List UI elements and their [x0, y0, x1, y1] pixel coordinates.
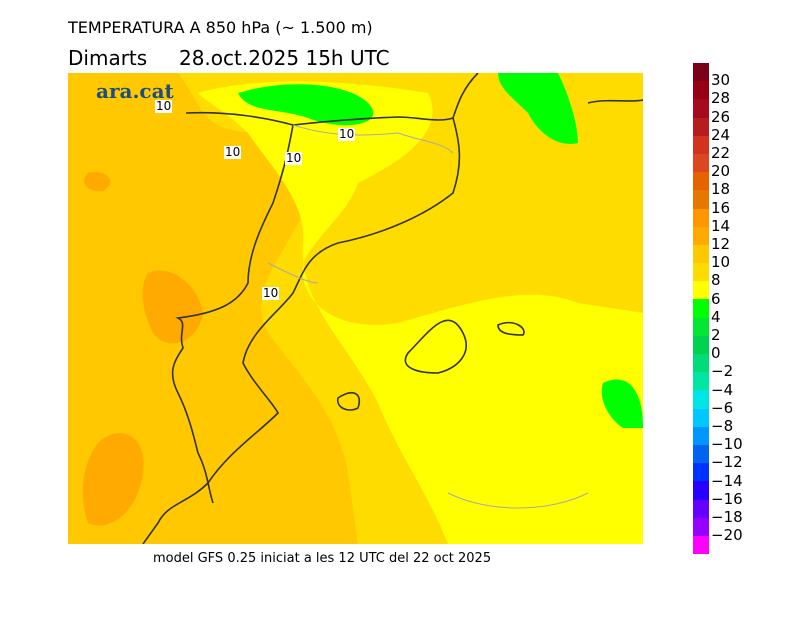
colorbar-swatch: [693, 372, 709, 391]
colorbar-swatch: [693, 190, 709, 209]
colorbar-label: 20: [711, 162, 731, 181]
colorbar-label: 28: [711, 89, 731, 108]
colorbar-label: −18: [711, 508, 743, 526]
colorbar-label: 14: [711, 216, 731, 235]
colorbar-swatch: [693, 244, 709, 264]
colorbar-label: −2: [711, 362, 734, 381]
contour-label: 10: [155, 99, 173, 113]
colorbar-swatch: [693, 390, 709, 409]
colorbar-swatch: [693, 263, 709, 282]
colorbar-swatch: [693, 535, 709, 555]
colorbar-swatch: [693, 499, 709, 518]
borders: [267, 124, 589, 509]
colorbar-swatch: [693, 444, 709, 464]
temp-zone-4-6: [601, 379, 643, 428]
temp-zone-12-14: [68, 73, 358, 544]
colorbar-swatch: [693, 281, 709, 300]
colorbar-swatch: [693, 135, 709, 154]
temp-zone-14-16: [82, 433, 144, 526]
forecast-day: Dimarts: [68, 46, 148, 70]
colorbar-label: −12: [711, 453, 743, 472]
colorbar-label: −8: [711, 417, 734, 435]
colorbar-label: 24: [711, 125, 731, 144]
temp-zone-14-16: [83, 172, 111, 192]
colorbar-label: 10: [711, 253, 731, 272]
colorbar-label: −20: [711, 526, 743, 545]
colorbar-swatch: [693, 153, 709, 173]
colorbar-swatch: [693, 99, 709, 118]
colorbar: [693, 63, 709, 555]
colorbar-label: 8: [711, 271, 721, 290]
colorbar-swatch: [693, 226, 709, 245]
colorbar-label: 0: [711, 344, 721, 363]
colorbar-label: 30: [711, 71, 731, 90]
map-title: TEMPERATURA A 850 hPa (~ 1.500 m): [68, 18, 373, 37]
colorbar-label: 6: [711, 289, 721, 308]
colorbar-label: −14: [711, 471, 743, 490]
colorbar-label: 18: [711, 180, 731, 199]
coastline: [142, 73, 643, 544]
colorbar-label: 12: [711, 235, 731, 253]
colorbar-swatch: [693, 117, 709, 136]
map-subtitle: Dimarts 28.oct.2025 15h UTC: [68, 46, 390, 70]
colorbar-label: −16: [711, 489, 743, 508]
temp-zone-4-6: [238, 84, 374, 126]
colorbar-label: −6: [711, 398, 734, 417]
colorbar-swatch: [693, 335, 709, 354]
colorbar-swatch: [693, 426, 709, 445]
colorbar-swatch: [693, 63, 709, 82]
contour-label: 10: [338, 127, 356, 141]
colorbar-swatch: [693, 208, 709, 227]
colorbar-swatch: [693, 172, 709, 191]
colorbar-label: 2: [711, 326, 721, 344]
ara-cat-logo: ara.cat: [96, 79, 174, 103]
temp-zone-14-16: [142, 270, 203, 344]
colorbar-label: 4: [711, 307, 721, 326]
colorbar-swatch: [693, 408, 709, 427]
colorbar-label: −4: [711, 380, 734, 399]
colorbar-swatch: [693, 299, 709, 318]
colorbar-label: 26: [711, 107, 731, 126]
colorbar-swatch: [693, 354, 709, 373]
contour-label: 10: [285, 151, 303, 165]
temp-zone-4-6: [498, 73, 578, 144]
colorbar-swatch: [693, 81, 709, 100]
colorbar-swatch: [693, 463, 709, 482]
temp-zone-8-10: [198, 81, 643, 544]
forecast-date: 28.oct.2025 15h UTC: [178, 46, 390, 70]
colorbar-label: −10: [711, 435, 743, 454]
contour-label: 10: [224, 145, 242, 159]
colorbar-label: 22: [711, 144, 731, 162]
colorbar-label: 16: [711, 198, 731, 217]
colorbar-swatch: [693, 481, 709, 500]
colorbar-swatch: [693, 317, 709, 336]
temp-zone-10-12: [588, 92, 643, 193]
temperature-map: [68, 73, 643, 544]
colorbar-swatch: [693, 517, 709, 536]
model-info-footer: model GFS 0.25 iniciat a les 12 UTC del …: [153, 551, 492, 566]
contour-label: 10: [262, 286, 280, 300]
